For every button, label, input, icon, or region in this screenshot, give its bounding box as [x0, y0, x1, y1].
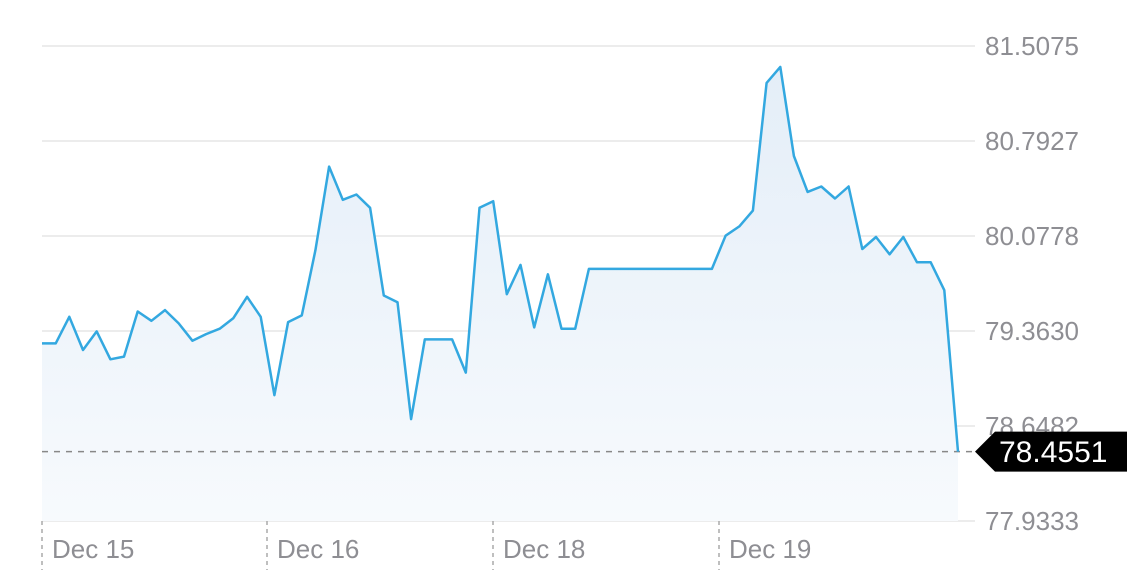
price-area-fill [42, 66, 958, 522]
y-tick-label: 80.0778 [985, 221, 1079, 251]
y-tick-label: 79.3630 [985, 316, 1079, 346]
x-tick-label: Dec 19 [729, 534, 811, 564]
x-tick-label: Dec 18 [503, 534, 585, 564]
x-tick-label: Dec 16 [277, 534, 359, 564]
y-tick-label: 81.5075 [985, 31, 1079, 61]
y-axis-ticks: 81.507580.792780.077879.363078.648277.93… [985, 31, 1079, 536]
current-price-badge-shape [975, 431, 1127, 472]
y-tick-label: 80.7927 [985, 126, 1079, 156]
current-price-label: 78.4551 [999, 436, 1107, 469]
y-tick-label: 77.9333 [985, 506, 1079, 536]
x-tick-label: Dec 15 [52, 534, 134, 564]
current-price-badge: 78.4551 [975, 431, 1127, 472]
price-line [42, 65, 960, 452]
x-axis-ticks: Dec 15 Dec 16 Dec 18 Dec 19 [41, 521, 811, 570]
